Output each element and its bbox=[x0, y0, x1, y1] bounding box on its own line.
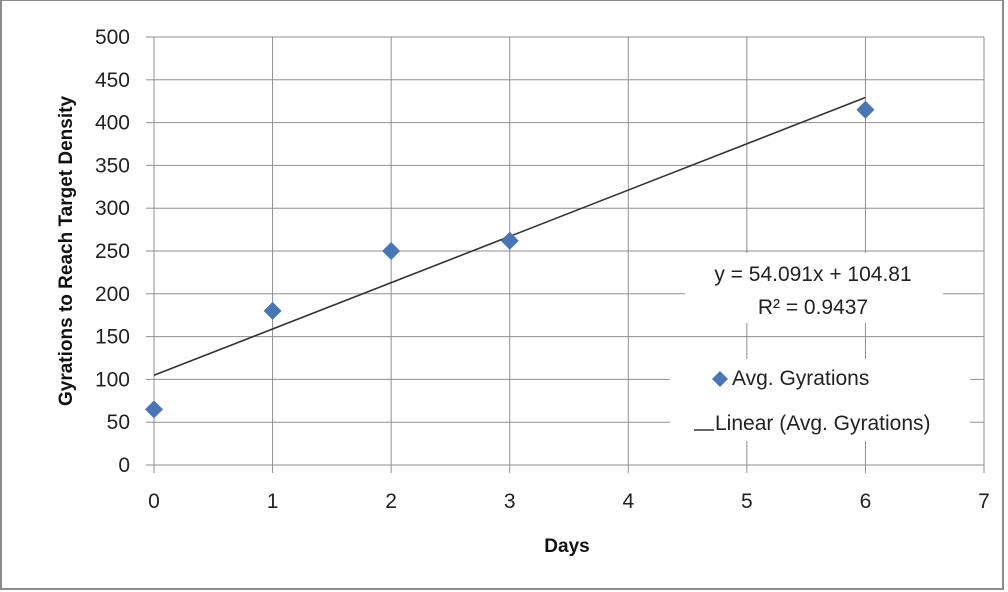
x-tick-label: 7 bbox=[978, 490, 990, 513]
legend-label-linear: Linear (Avg. Gyrations) bbox=[715, 412, 931, 435]
x-tick-label: 6 bbox=[860, 490, 872, 513]
y-tick-label: 0 bbox=[118, 454, 130, 477]
legend-item-avg-gyrations: Avg. Gyrations bbox=[712, 367, 869, 390]
y-tick-label: 100 bbox=[95, 368, 130, 391]
y-tick-label: 350 bbox=[95, 154, 130, 177]
y-tick-label: 400 bbox=[95, 112, 130, 135]
data-point bbox=[856, 100, 875, 119]
y-tick-label: 500 bbox=[95, 26, 130, 49]
data-point bbox=[263, 301, 282, 320]
trendline-label-box bbox=[685, 253, 943, 323]
x-tick-label: 5 bbox=[741, 490, 753, 513]
data-point bbox=[382, 242, 401, 260]
legend-label-avg-gyrations: Avg. Gyrations bbox=[732, 367, 869, 390]
axes bbox=[146, 36, 985, 473]
data-point bbox=[145, 400, 163, 419]
y-tick-label: 450 bbox=[95, 69, 130, 92]
x-axis-title: Days bbox=[544, 536, 589, 557]
trendline-equation: y = 54.091x + 104.81 bbox=[714, 263, 911, 286]
y-tick-label: 300 bbox=[95, 197, 130, 220]
y-tick-labels: 0 50 100 150 200 250 300 350 400 450 500 bbox=[95, 26, 130, 477]
y-tick-label: 250 bbox=[95, 240, 130, 263]
x-tick-labels: 0 1 2 3 4 5 6 7 bbox=[148, 490, 990, 513]
x-tick-label: 4 bbox=[622, 490, 634, 513]
gridlines bbox=[154, 36, 985, 465]
y-tick-label: 50 bbox=[107, 411, 130, 434]
data-points bbox=[145, 100, 875, 419]
trendline-r2: R² = 0.9437 bbox=[758, 296, 868, 319]
x-tick-label: 0 bbox=[148, 490, 160, 513]
data-point bbox=[500, 231, 519, 250]
y-tick-label: 200 bbox=[95, 283, 130, 306]
legend-diamond-marker bbox=[712, 371, 728, 387]
y-axis-title: Gyrations to Reach Target Density bbox=[56, 96, 77, 406]
x-tick-label: 2 bbox=[385, 490, 397, 513]
x-tick-label: 1 bbox=[267, 490, 279, 513]
y-tick-label: 150 bbox=[95, 326, 130, 349]
x-tick-label: 3 bbox=[504, 490, 516, 513]
legend-item-linear: Linear (Avg. Gyrations) bbox=[694, 412, 931, 435]
